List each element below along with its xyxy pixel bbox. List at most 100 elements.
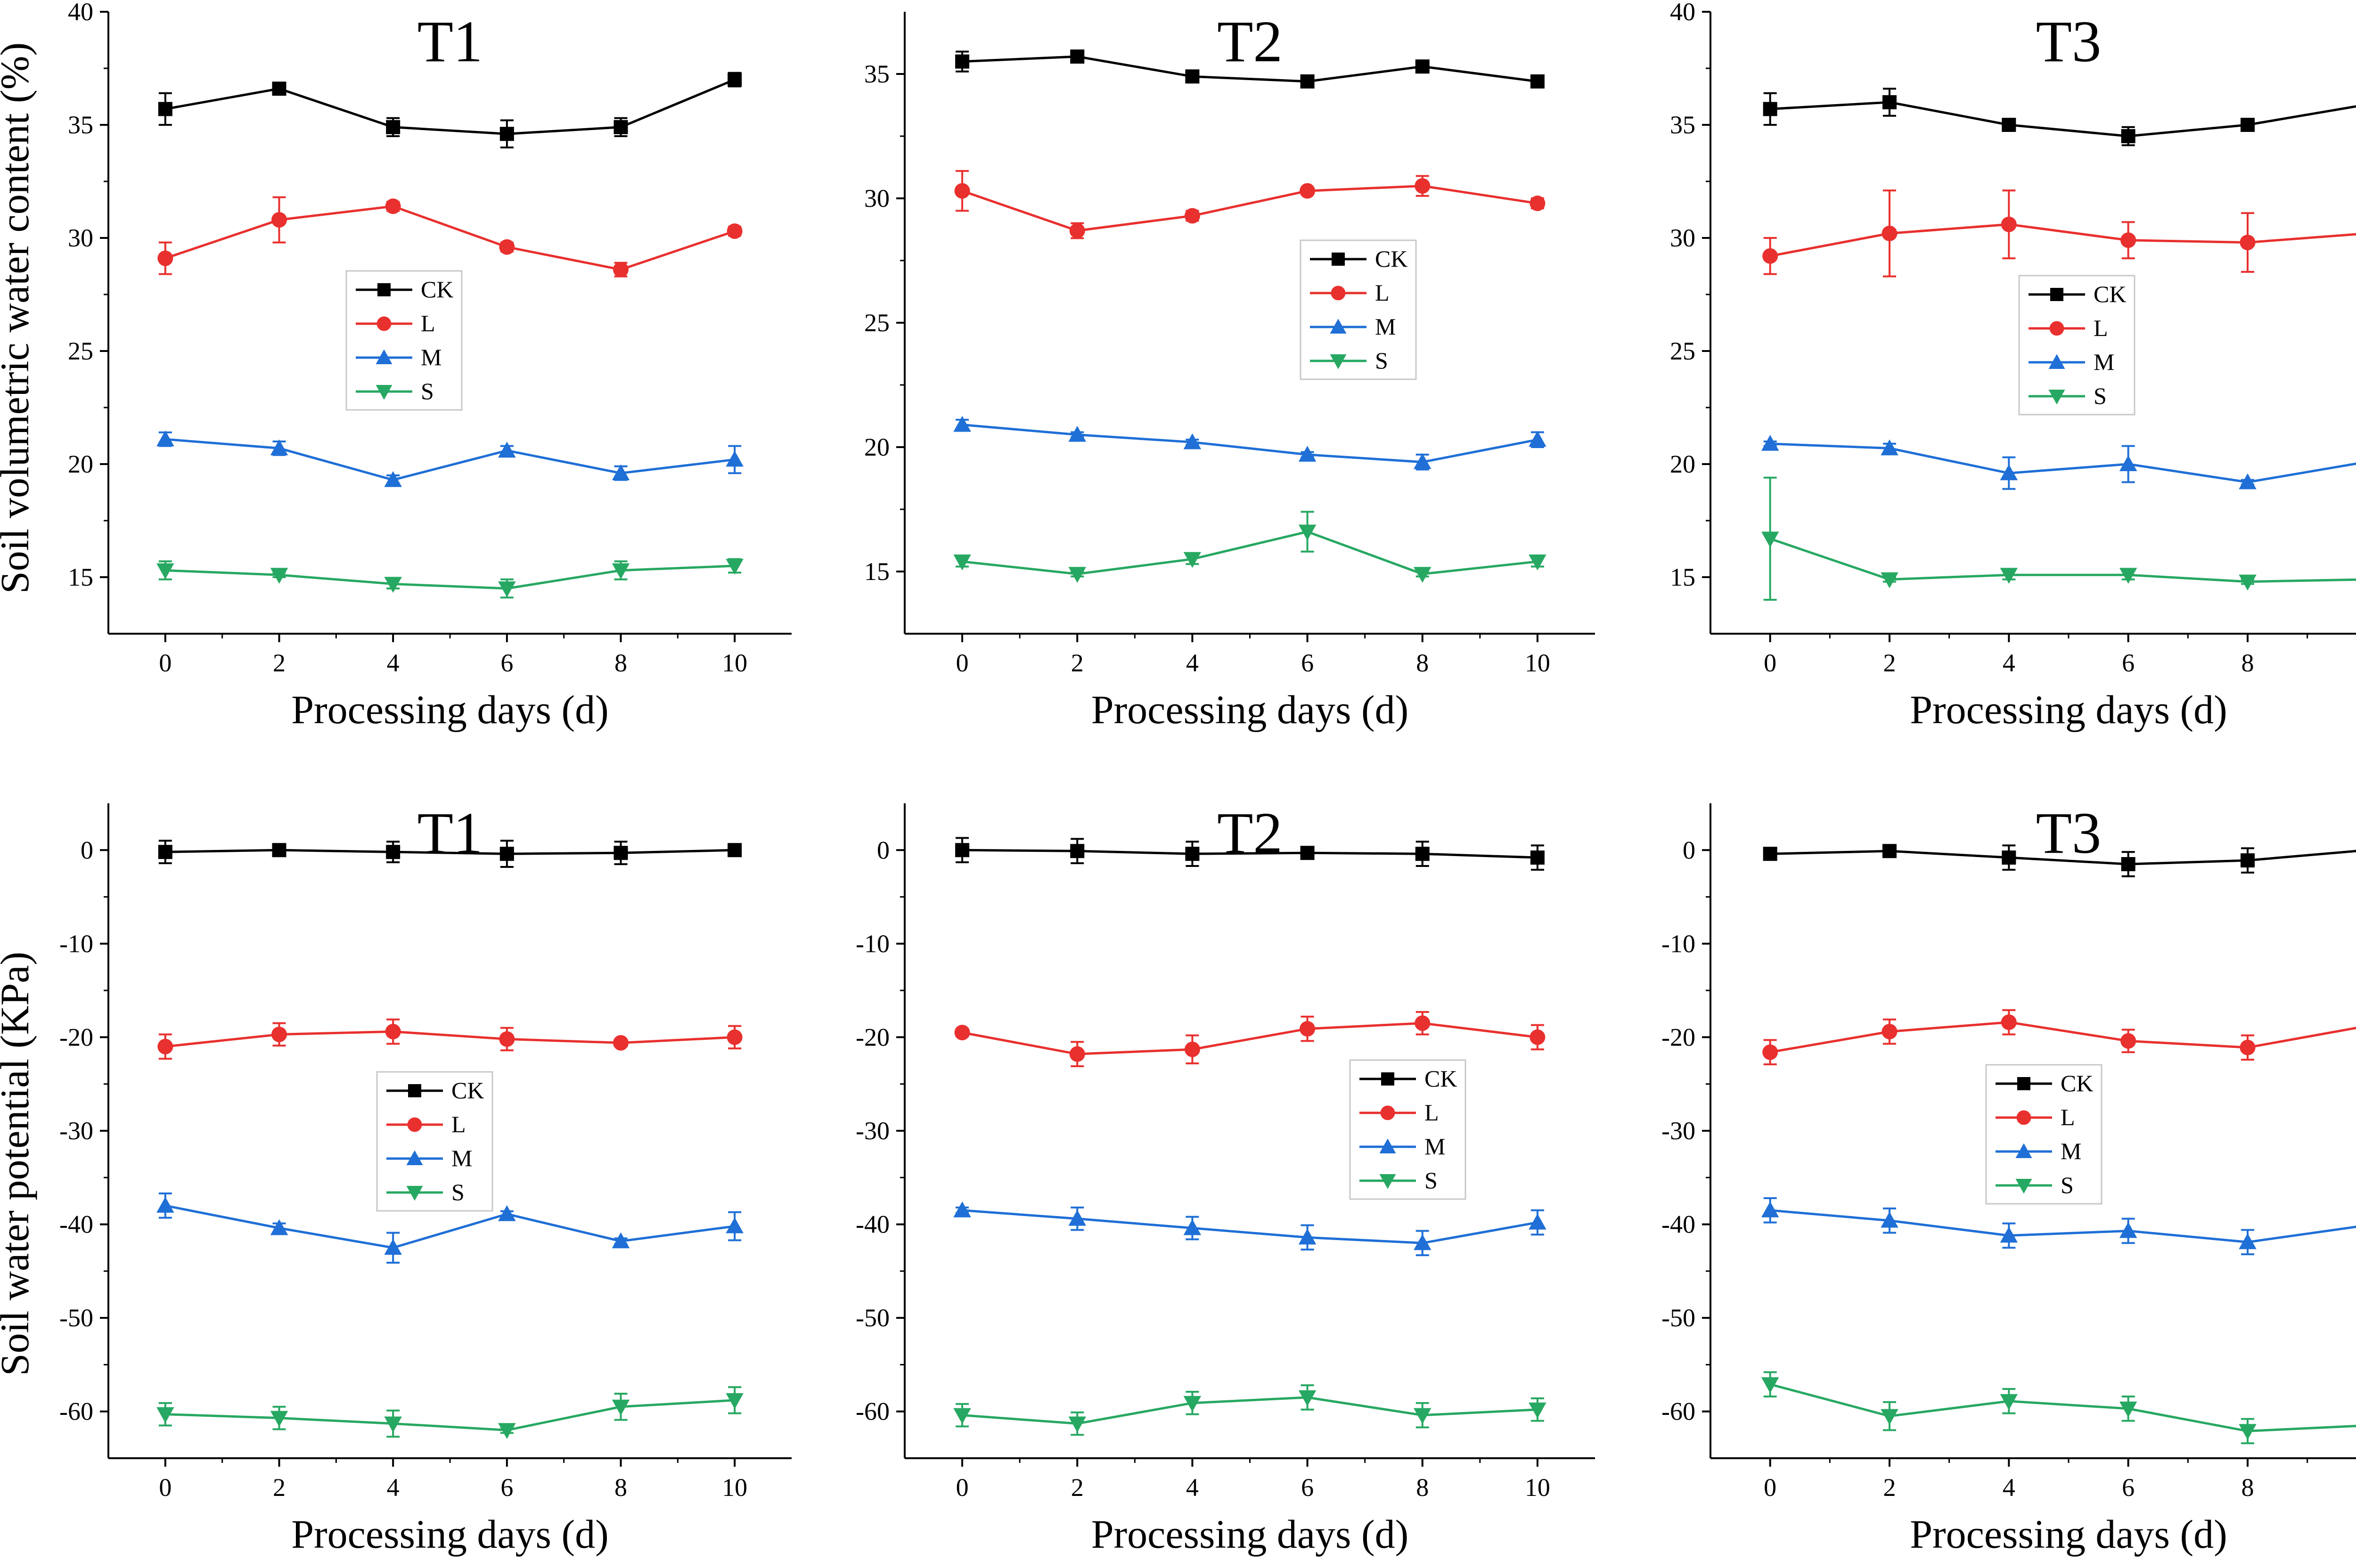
chart-panel-top-t1: 15 20 25 30 35 40 0 2 4 6 8 10 T1 Processing days (d)… [68,0,792,732]
data-point-m [726,450,744,467]
legend-marker-ck [2017,1077,2030,1090]
x-axis-label: Processing days (d) [291,687,609,732]
y-tick-label: -40 [59,1210,93,1239]
series-line-l [1770,1021,2356,1054]
series-line-m [1770,1209,2356,1243]
y-tick-label: 40 [68,0,93,26]
x-tick-label: 8 [614,1473,627,1502]
data-point-ck [386,120,401,134]
data-point-m [1298,446,1317,462]
y-axis-label-top: Soil volumetric water content (%) [0,42,37,594]
series-line-l [962,185,1538,232]
x-tick-label: 0 [159,1473,172,1502]
y-tick-label: 30 [68,224,93,252]
data-point-s [612,563,630,580]
chart-panel-top-t3: 15 20 25 30 35 40 0 2 4 6 8 10 T3 Processing days (d)… [1670,0,2356,732]
data-point-s [384,577,402,593]
data-point-ck [955,843,970,858]
data-point-ck [1415,847,1430,861]
data-point-m [270,1219,288,1235]
series-line-l [1770,223,2356,257]
data-point-l [1530,1029,1546,1045]
legend-marker-m [1330,318,1347,334]
x-tick-label: 10 [1525,1473,1550,1502]
series-line-l [165,205,735,271]
x-tick-label: 10 [2354,1473,2356,1502]
y-tick-label: -20 [59,1023,93,1051]
x-tick-label: 4 [1186,649,1199,677]
data-point-s [726,559,744,575]
chart-title: T3 [2036,9,2102,74]
data-point-m [953,416,971,432]
data-point-l [2120,1033,2136,1049]
data-point-ck [1882,844,1897,858]
series-line-m [1770,442,2356,483]
series-line-s [165,1399,735,1431]
data-point-l [499,1031,515,1047]
y-tick-label: 0 [877,836,890,864]
data-point-ck [2121,857,2135,872]
y-tick-label: 15 [1670,563,1695,591]
data-point-l [1184,1041,1200,1057]
data-point-m [1414,453,1432,469]
data-point-l [1069,223,1085,239]
data-point-s [1068,567,1086,583]
data-point-m [1881,1211,1898,1228]
legend-label-m: M [2061,1138,2081,1164]
data-point-ck [1882,95,1897,109]
y-tick-label: -10 [59,930,93,958]
legend-marker-s [406,1186,423,1201]
data-point-m [2239,1233,2257,1250]
data-point-s [1881,1409,1898,1425]
legend-label-m: M [1375,313,1396,340]
legend: CK LMS [1985,1064,2102,1205]
chart-title: T2 [1217,801,1283,866]
data-point-l [271,212,287,228]
data-point-m [270,439,288,456]
x-tick-label: 6 [1301,649,1314,677]
x-tick-label: 10 [722,1473,747,1502]
legend-marker-s [2015,1179,2032,1194]
y-tick-label: -30 [856,1117,890,1145]
data-point-l [1415,1015,1431,1031]
data-point-s [1414,567,1432,583]
x-tick-label: 0 [956,649,969,677]
data-point-l [1300,1021,1316,1037]
legend-label-m: M [2094,349,2114,375]
legend-label-m: M [421,344,442,370]
data-point-l [385,1024,401,1040]
data-point-m [384,1239,402,1255]
y-tick-label: -40 [856,1210,890,1239]
legend-label-m: M [451,1145,472,1171]
legend: CK LMS [376,1071,493,1212]
legend: CK LMS [345,270,463,411]
legend-marker-m [1379,1138,1396,1153]
x-tick-label: 0 [1764,1473,1776,1502]
legend-label-l: L [451,1111,466,1137]
legend-marker-l [407,1117,422,1132]
legend-marker-l [2049,321,2064,336]
data-point-ck [1300,846,1315,860]
y-tick-label: 35 [68,111,93,139]
legend-marker-m [406,1150,423,1165]
data-point-m [156,430,174,447]
legend-label-ck: CK [1375,245,1407,272]
x-tick-label: 2 [1883,649,1896,677]
x-tick-label: 2 [273,649,286,677]
data-point-ck [1415,59,1430,74]
y-tick-label: 0 [81,836,93,864]
data-point-l [1415,178,1431,194]
x-tick-label: 6 [500,1473,513,1502]
data-point-s [1414,1408,1432,1424]
legend-label-s: S [421,378,434,404]
data-point-m [498,1205,516,1221]
data-point-l [157,1038,173,1054]
data-point-ck [1530,74,1545,89]
data-point-m [2239,473,2257,490]
y-tick-label: 0 [1683,836,1695,864]
data-point-ck [272,843,286,858]
legend-box [345,270,463,411]
series-line-ck [165,78,736,135]
x-tick-label: 2 [1071,649,1084,677]
